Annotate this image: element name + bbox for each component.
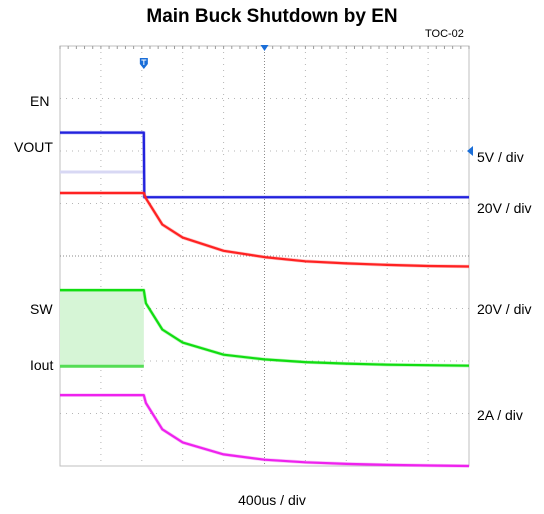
- trigger-level-marker-icon: [467, 146, 473, 156]
- x-axis-label: 400us / div: [238, 492, 306, 508]
- scale-sw: 20V / div: [477, 301, 532, 317]
- trace-sw: [60, 289, 470, 367]
- horizontal-position-marker-icon: [260, 45, 269, 51]
- label-iout: Iout: [30, 357, 54, 373]
- sw-switching-band: [60, 290, 144, 367]
- trace-vout: [60, 191, 470, 268]
- scale-en: 5V / div: [477, 149, 524, 165]
- figure-code: TOC-02: [425, 28, 464, 40]
- label-sw: SW: [30, 301, 53, 317]
- trigger-marker-icon: [139, 58, 148, 69]
- scale-vout: 20V / div: [477, 200, 532, 216]
- trace-en: [60, 131, 469, 199]
- label-en: EN: [30, 93, 50, 109]
- chart-title: Main Buck Shutdown by EN: [146, 6, 398, 27]
- label-vout: VOUT: [14, 139, 53, 155]
- scale-iout: 2A / div: [477, 407, 523, 423]
- trace-iout: [60, 394, 470, 468]
